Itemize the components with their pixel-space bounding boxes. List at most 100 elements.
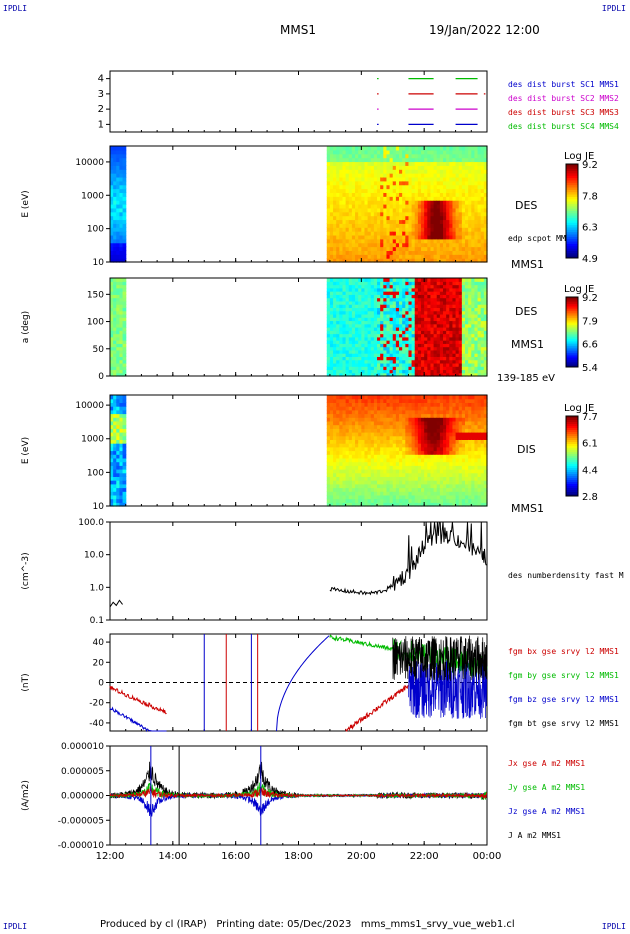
heat-cell [361, 395, 366, 400]
heat-cell [433, 362, 438, 367]
heat-cell [421, 165, 425, 170]
heat-cell [383, 398, 388, 403]
heat-cell [455, 207, 460, 213]
heat-cell [370, 439, 375, 444]
heat-cell [361, 330, 366, 335]
heat-cell [436, 327, 441, 331]
heat-cell [364, 439, 369, 444]
heat-cell [361, 409, 366, 415]
heat-cell [480, 356, 485, 361]
heat-cell [370, 491, 375, 496]
heat-cell [405, 454, 410, 459]
heat-cell [411, 146, 416, 151]
heat-cell [326, 278, 331, 282]
heat-cell [411, 498, 416, 503]
heat-cell [446, 398, 450, 403]
heat-cell [339, 409, 344, 415]
heat-cell [358, 231, 362, 236]
heat-cell [364, 173, 369, 178]
heat-cell [113, 173, 117, 178]
heat-cell [355, 362, 359, 367]
heat-cell [110, 223, 114, 228]
heat-cell [119, 450, 124, 455]
heat-cell [468, 196, 472, 201]
heat-cell [468, 310, 472, 315]
heat-cell [110, 395, 114, 400]
heat-cell [465, 204, 469, 209]
heat-cell [427, 349, 432, 354]
heat-cell [455, 180, 460, 186]
heat-cell [417, 317, 422, 322]
heat-cell [355, 149, 359, 155]
heat-cell [433, 424, 438, 429]
heat-cell [471, 284, 476, 289]
heat-cell [421, 356, 425, 361]
heat-cell [414, 227, 419, 232]
heat-cell [433, 330, 438, 335]
heat-cell [373, 494, 378, 500]
heat-cell [395, 242, 400, 248]
legend-entry: des dist burst SC1 MMS1 [508, 80, 619, 89]
heat-cell [421, 483, 425, 489]
heat-cell [355, 278, 359, 282]
heat-cell [449, 424, 454, 429]
heat-cell [351, 250, 356, 255]
heat-cell [361, 307, 366, 312]
heat-cell [116, 196, 121, 201]
heat-cell [364, 146, 369, 151]
heat-cell [392, 294, 397, 299]
heat-cell [427, 304, 432, 308]
heat-cell [411, 310, 416, 315]
colorbar-cell [566, 316, 578, 319]
heat-cell [377, 317, 381, 322]
heat-cell [348, 472, 353, 477]
heat-cell [377, 161, 381, 166]
heat-cell [402, 336, 406, 341]
heat-cell [110, 494, 114, 500]
heat-cell [380, 398, 384, 403]
heat-cell [361, 457, 366, 463]
heat-cell [383, 284, 388, 289]
heat-cell [358, 476, 362, 481]
heat-cell [411, 369, 416, 374]
heat-cell [439, 176, 444, 182]
heat-cell [433, 200, 438, 205]
heat-cell [377, 300, 381, 305]
heat-cell [411, 454, 416, 459]
heat-cell [427, 428, 432, 433]
heat-cell [116, 313, 121, 318]
heat-cell [405, 333, 410, 338]
heat-cell [483, 372, 488, 377]
y-tick-label: 150 [87, 290, 104, 300]
heat-cell [402, 304, 406, 308]
heat-cell [373, 180, 378, 186]
heat-cell [417, 219, 422, 224]
heat-cell [430, 402, 435, 407]
colorbar-cell [566, 344, 578, 347]
heat-cell [452, 149, 457, 155]
heat-cell [439, 343, 444, 348]
heat-cell [358, 432, 362, 437]
heat-cell [402, 402, 406, 407]
heat-cell [471, 196, 476, 201]
heat-cell [411, 476, 416, 481]
heat-cell [402, 242, 406, 248]
heat-cell [417, 330, 422, 335]
heat-cell [351, 454, 356, 459]
heat-cell [465, 317, 469, 322]
heat-cell [446, 502, 450, 507]
heat-cell [116, 330, 121, 335]
heat-cell [373, 188, 378, 193]
heat-cell [417, 258, 422, 263]
heat-cell [119, 215, 124, 221]
heat-cell [477, 323, 482, 328]
heat-cell [449, 294, 454, 299]
heat-cell [326, 487, 331, 492]
heat-cell [110, 502, 114, 507]
heat-cell [326, 313, 331, 318]
heat-cell [380, 469, 384, 474]
heat-cell [427, 336, 432, 341]
heat-cell [367, 435, 372, 440]
heat-cell [122, 446, 127, 452]
heat-cell [364, 284, 369, 289]
